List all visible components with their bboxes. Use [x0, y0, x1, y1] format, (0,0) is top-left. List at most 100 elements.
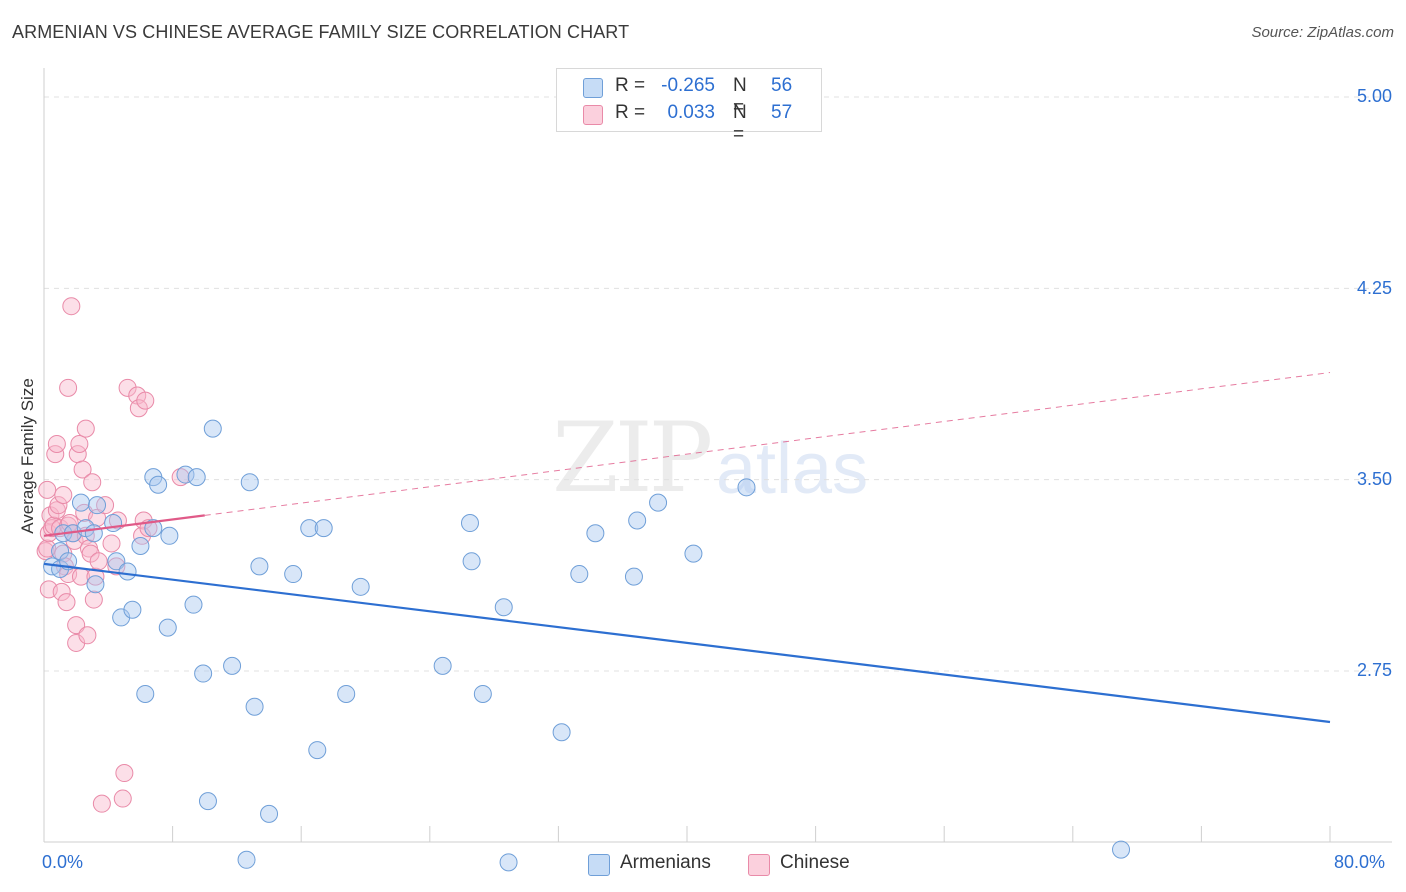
- armenian-point: [118, 562, 137, 581]
- armenian-point: [88, 496, 107, 515]
- chinese-point: [102, 534, 121, 553]
- chinese-point: [171, 468, 190, 487]
- armenian-point: [160, 526, 179, 545]
- chinese-point: [59, 378, 78, 397]
- armenian-point: [624, 567, 643, 586]
- chinese-point: [107, 557, 126, 576]
- n-label: N =: [733, 102, 747, 145]
- correlation-legend: R = -0.265 N = 56 R = 0.033 N = 57: [556, 68, 822, 145]
- chinese-point: [78, 626, 97, 645]
- chinese-point: [84, 590, 103, 609]
- y-tick-label: 5.00: [1356, 86, 1392, 106]
- armenians-legend-swatch: [588, 854, 610, 876]
- y-tick-label: 2.75: [1356, 660, 1392, 680]
- chinese-swatch: [583, 105, 603, 125]
- armenian-point: [308, 741, 327, 760]
- chinese-trend-line-extension: [204, 372, 1331, 516]
- armenian-point: [260, 804, 279, 823]
- chinese-point: [38, 480, 57, 499]
- x-tick-label-min: 0.0%: [42, 852, 84, 872]
- chinese-point: [88, 508, 107, 527]
- armenian-point: [84, 524, 103, 543]
- armenian-point: [131, 536, 150, 555]
- armenians-swatch: [583, 78, 603, 98]
- armenian-point: [240, 473, 259, 492]
- armenian-point: [351, 577, 370, 596]
- chinese-point: [129, 399, 148, 418]
- armenian-point: [203, 419, 222, 438]
- armenian-point: [149, 475, 168, 494]
- armenian-point: [194, 664, 213, 683]
- chinese-point: [73, 460, 92, 479]
- chinese-point: [76, 419, 95, 438]
- r-label: R =: [615, 102, 646, 123]
- source-label: Source: ZipAtlas.com: [1251, 24, 1394, 41]
- chinese-trend-line: [43, 514, 205, 537]
- armenian-point: [570, 565, 589, 584]
- r-value: -0.265: [661, 75, 715, 96]
- chinese-point: [83, 473, 102, 492]
- armenian-point: [462, 552, 481, 571]
- armenian-point: [245, 697, 264, 716]
- armenian-point: [250, 557, 269, 576]
- armenian-point: [284, 565, 303, 584]
- chinese-point: [52, 582, 71, 601]
- armenian-point: [300, 519, 319, 538]
- armenian-point: [223, 656, 242, 675]
- chinese-point: [136, 391, 155, 410]
- n-value: 56: [771, 75, 793, 96]
- armenian-point: [684, 544, 703, 563]
- chinese-legend-swatch: [748, 854, 770, 876]
- armenian-point: [337, 684, 356, 703]
- armenians-legend-label: Armenians: [620, 852, 711, 873]
- armenian-point: [123, 600, 142, 619]
- chinese-point: [89, 552, 108, 571]
- chinese-point: [113, 789, 132, 808]
- armenian-point: [552, 723, 571, 742]
- armenian-point: [473, 684, 492, 703]
- n-label: N =: [733, 75, 747, 118]
- chinese-legend-label: Chinese: [780, 852, 850, 873]
- armenian-point: [86, 575, 105, 594]
- x-tick-label-max: 80.0%: [1334, 852, 1386, 872]
- armenian-point: [158, 618, 177, 637]
- r-label: R =: [615, 75, 646, 96]
- chart-title: ARMENIAN VS CHINESE AVERAGE FAMILY SIZE …: [12, 22, 630, 42]
- chinese-point: [67, 616, 86, 635]
- armenian-point: [1112, 840, 1131, 859]
- armenian-point: [198, 792, 217, 811]
- armenian-point: [187, 468, 206, 487]
- armenian-point: [737, 478, 756, 497]
- chinese-point: [70, 434, 89, 453]
- y-tick-label: 4.25: [1356, 278, 1392, 298]
- armenian-point: [176, 465, 195, 484]
- armenian-trend-line: [43, 562, 1331, 724]
- armenian-point: [649, 493, 668, 512]
- chinese-point: [118, 378, 137, 397]
- watermark-zip: ZIP: [552, 402, 713, 514]
- r-value: 0.033: [667, 102, 715, 123]
- armenian-point: [499, 853, 518, 872]
- armenian-point: [460, 514, 479, 533]
- chinese-point: [92, 794, 111, 813]
- chinese-point: [62, 297, 81, 316]
- chinese-point: [47, 434, 66, 453]
- chinese-point: [57, 593, 76, 612]
- chinese-point: [86, 567, 105, 586]
- chinese-point: [49, 496, 68, 515]
- chinese-point: [115, 764, 134, 783]
- armenian-point: [136, 684, 155, 703]
- armenian-point: [107, 552, 126, 571]
- chinese-point: [54, 485, 73, 504]
- armenian-point: [104, 514, 123, 533]
- watermark-atlas: atlas: [716, 429, 869, 509]
- armenian-point: [628, 511, 647, 530]
- armenian-point: [184, 595, 203, 614]
- armenian-point: [586, 524, 605, 543]
- armenian-point: [433, 656, 452, 675]
- y-axis-label: Average Family Size: [18, 378, 37, 534]
- y-tick-label: 3.50: [1356, 469, 1392, 489]
- n-value: 57: [771, 102, 793, 123]
- armenian-point: [494, 598, 513, 617]
